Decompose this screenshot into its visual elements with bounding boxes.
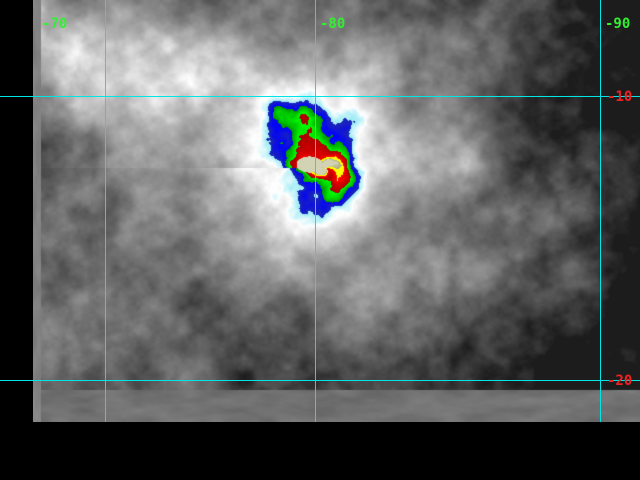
grid-line-vertical (315, 0, 316, 422)
grid-line-vertical (600, 0, 601, 422)
longitude-grid-label: -90 (605, 16, 631, 32)
grid-line-horizontal (0, 96, 640, 97)
longitude-grid-label: -80 (320, 16, 346, 32)
longitude-grid-label: -70 (42, 16, 68, 32)
bottom-info-bar: 1 0001 METEOSAT8 9 5 FEB 21036 093000 10… (0, 422, 640, 480)
grid-line-vertical (105, 0, 106, 422)
grid-line-horizontal (0, 380, 640, 381)
satellite-canvas (33, 0, 640, 422)
latitude-grid-label: -10 (607, 89, 633, 105)
satellite-image-raster (33, 0, 640, 422)
latitude-grid-label: -20 (607, 373, 633, 389)
